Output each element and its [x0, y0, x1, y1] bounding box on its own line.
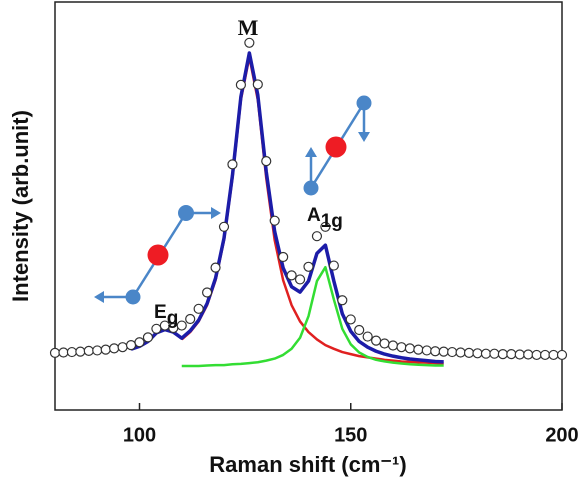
data-point [278, 251, 289, 263]
data-point [523, 349, 534, 360]
data-point [548, 349, 559, 361]
data-point [235, 79, 246, 90]
data-point [362, 331, 373, 342]
data-point [269, 215, 280, 226]
data-point [252, 79, 263, 90]
data-point [455, 347, 466, 358]
annotation: A1g [307, 205, 343, 232]
data-point [303, 261, 314, 272]
data-point [320, 221, 331, 232]
data-point [92, 345, 103, 356]
data-point [49, 347, 61, 358]
data-point [413, 344, 424, 355]
plot-frame [54, 1, 563, 411]
data-point [125, 340, 137, 351]
data-point [447, 346, 458, 358]
data-point [556, 349, 568, 361]
annotation: Eg [154, 302, 178, 329]
data-point [379, 338, 390, 349]
data-point [261, 156, 272, 167]
x-axis-label: Raman shift (cm⁻¹) [209, 452, 406, 477]
data-point [387, 340, 399, 351]
annotation-subscript: g [167, 308, 179, 329]
data-point [176, 320, 187, 331]
annotation-text: A [307, 205, 321, 226]
plot-marks [49, 37, 568, 368]
data-point [58, 347, 69, 358]
data-point [66, 346, 78, 358]
data-point [311, 231, 323, 242]
data-point [227, 159, 238, 170]
data-point [480, 348, 492, 359]
data-point [151, 323, 162, 334]
molecule-a1g [303, 95, 372, 196]
data-point [371, 335, 382, 346]
data-point [202, 287, 213, 298]
data-point [75, 346, 86, 357]
data-point [354, 324, 365, 336]
data-point [142, 332, 154, 343]
data-point [421, 345, 432, 356]
data-point [244, 37, 255, 48]
data-point [337, 295, 348, 306]
data-point [328, 260, 339, 271]
data-point [531, 349, 542, 361]
y-axis-label: Intensity (arb.unit) [8, 110, 33, 302]
fit-line [181, 265, 444, 368]
x-tick-label: 150 [334, 424, 367, 446]
data-point [539, 349, 551, 361]
data-point [514, 349, 525, 360]
data-point [489, 348, 500, 359]
data-point [193, 303, 204, 314]
data-point [438, 346, 449, 357]
data-point [286, 270, 297, 281]
data-point [472, 348, 483, 359]
data-point [109, 343, 120, 354]
annotation-text: E [154, 302, 167, 323]
data-point [117, 342, 128, 353]
data-point [134, 337, 145, 348]
data-point [210, 262, 221, 273]
molecule-eg [94, 205, 221, 305]
annotation-subscript: 1g [321, 211, 343, 232]
data-point [294, 274, 306, 285]
data-point [100, 344, 111, 355]
x-tick-label: 200 [545, 424, 578, 446]
annotation-text: M [238, 15, 259, 40]
data-point [396, 342, 407, 353]
data-point [497, 349, 508, 360]
data-point [218, 221, 230, 232]
annotation: M [238, 15, 259, 40]
data-point [185, 313, 196, 325]
data-point [83, 345, 94, 356]
data-point [404, 343, 415, 354]
x-tick-label: 100 [123, 424, 156, 446]
data-point [506, 349, 517, 360]
data-point [430, 346, 441, 357]
data-point [345, 314, 356, 325]
data-point [463, 347, 475, 358]
